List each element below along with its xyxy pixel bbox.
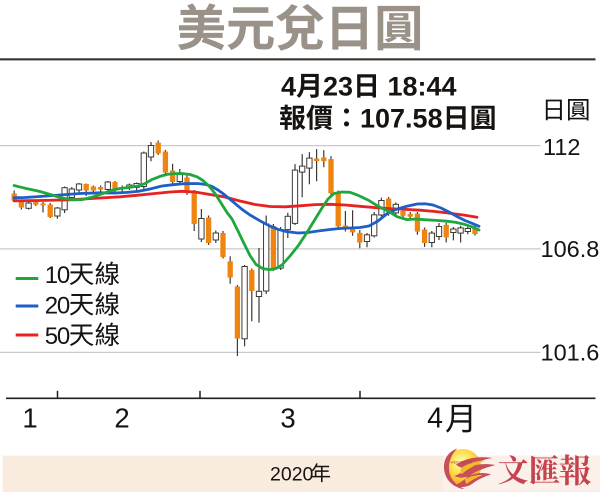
svg-text:0: 0 [57, 293, 70, 320]
svg-text:1: 1 [22, 403, 37, 434]
svg-text:1: 1 [45, 262, 58, 289]
svg-text:101.6: 101.6 [541, 340, 600, 366]
svg-text:112: 112 [543, 134, 580, 160]
svg-text:4: 4 [427, 403, 443, 435]
svg-text:WEN WEI PO: WEN WEI PO [451, 461, 473, 465]
svg-text:3: 3 [280, 403, 295, 434]
svg-text:2: 2 [114, 403, 129, 434]
svg-text:23: 23 [323, 72, 353, 102]
svg-text:4: 4 [281, 72, 296, 102]
svg-text:0: 0 [57, 262, 70, 289]
svg-text:2020: 2020 [270, 464, 314, 486]
svg-text:0: 0 [57, 323, 70, 350]
svg-text:5: 5 [45, 323, 58, 350]
svg-text:2: 2 [45, 293, 58, 320]
svg-text:106.8: 106.8 [541, 236, 600, 262]
svg-text:18:44: 18:44 [388, 72, 457, 102]
svg-text:107.58: 107.58 [360, 104, 443, 134]
